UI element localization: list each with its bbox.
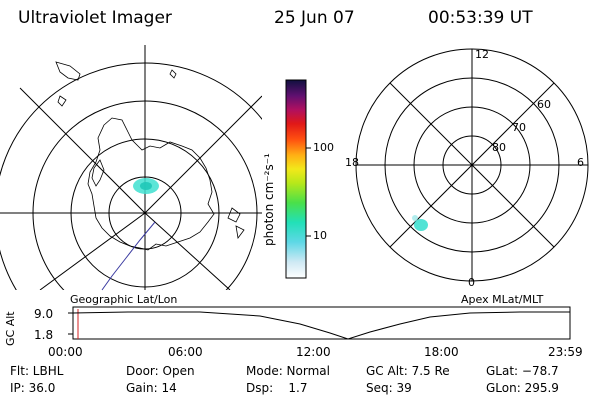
gc-alt-info: GC Alt: 7.5 Re [366, 364, 450, 378]
flt-info: Flt: LBHL [10, 364, 64, 378]
gain-info: Gain: 14 [126, 381, 177, 395]
island-outline [57, 95, 67, 107]
aurora-spot-polar [414, 219, 428, 231]
colorbar-tick-100: 100 [313, 141, 334, 154]
apex-caption: Apex MLat/MLT [461, 293, 544, 306]
timeline-y-axis-label: GC Alt [4, 311, 17, 346]
altitude-curve [72, 311, 570, 340]
dsp-info: Dsp: 1.7 [246, 381, 308, 395]
island-outline [55, 61, 81, 81]
time-label: 00:53:39 UT [428, 8, 533, 28]
colorbar-tick-10: 10 [313, 229, 327, 242]
satellite-track [101, 221, 156, 291]
island-outline [227, 207, 241, 223]
glat-info: GLat: −78.7 [486, 364, 559, 378]
mlat-label-70: 70 [512, 121, 526, 134]
instrument-title: Ultraviolet Imager [18, 8, 172, 28]
mlt-label-6: 6 [577, 156, 584, 169]
mlat-label-80: 80 [492, 141, 506, 154]
x-tick-label: 23:59 [548, 345, 583, 359]
lon-line [144, 212, 231, 290]
lon-line [39, 212, 146, 290]
y-tick-label-1.8: 1.8 [34, 328, 54, 342]
colorbar-unit-label: photon cm⁻²s⁻¹ [262, 153, 276, 246]
mlat-label-60: 60 [537, 98, 551, 111]
door-info: Door: Open [126, 364, 195, 378]
island-outline [169, 69, 177, 79]
glon-info: GLon: 295.9 [486, 381, 559, 395]
aurora-spot-polar [412, 215, 418, 221]
mlt-label-12: 12 [475, 48, 489, 61]
x-tick-label: 06:00 [168, 345, 203, 359]
antarctica-outline [87, 117, 215, 251]
geographic-caption: Geographic Lat/Lon [70, 293, 178, 306]
lon-line [144, 95, 262, 214]
date-label: 25 Jun 07 [274, 8, 355, 28]
x-tick-label: 00:00 [48, 345, 83, 359]
x-tick-label: 12:00 [296, 345, 331, 359]
color-scale-bar [285, 79, 307, 279]
x-tick-label: 18:00 [424, 345, 459, 359]
peninsula-outline [91, 159, 105, 187]
lon-line [19, 87, 146, 214]
y-tick-label-9: 9.0 [34, 307, 54, 321]
seq-info: Seq: 39 [366, 381, 412, 395]
ip-info: IP: 36.0 [10, 381, 56, 395]
mlt-label-18: 18 [345, 156, 359, 169]
aurora-core [140, 182, 152, 190]
mode-info: Mode: Normal [246, 364, 330, 378]
mlt-label-0: 0 [468, 276, 475, 289]
island-outline [235, 225, 245, 239]
